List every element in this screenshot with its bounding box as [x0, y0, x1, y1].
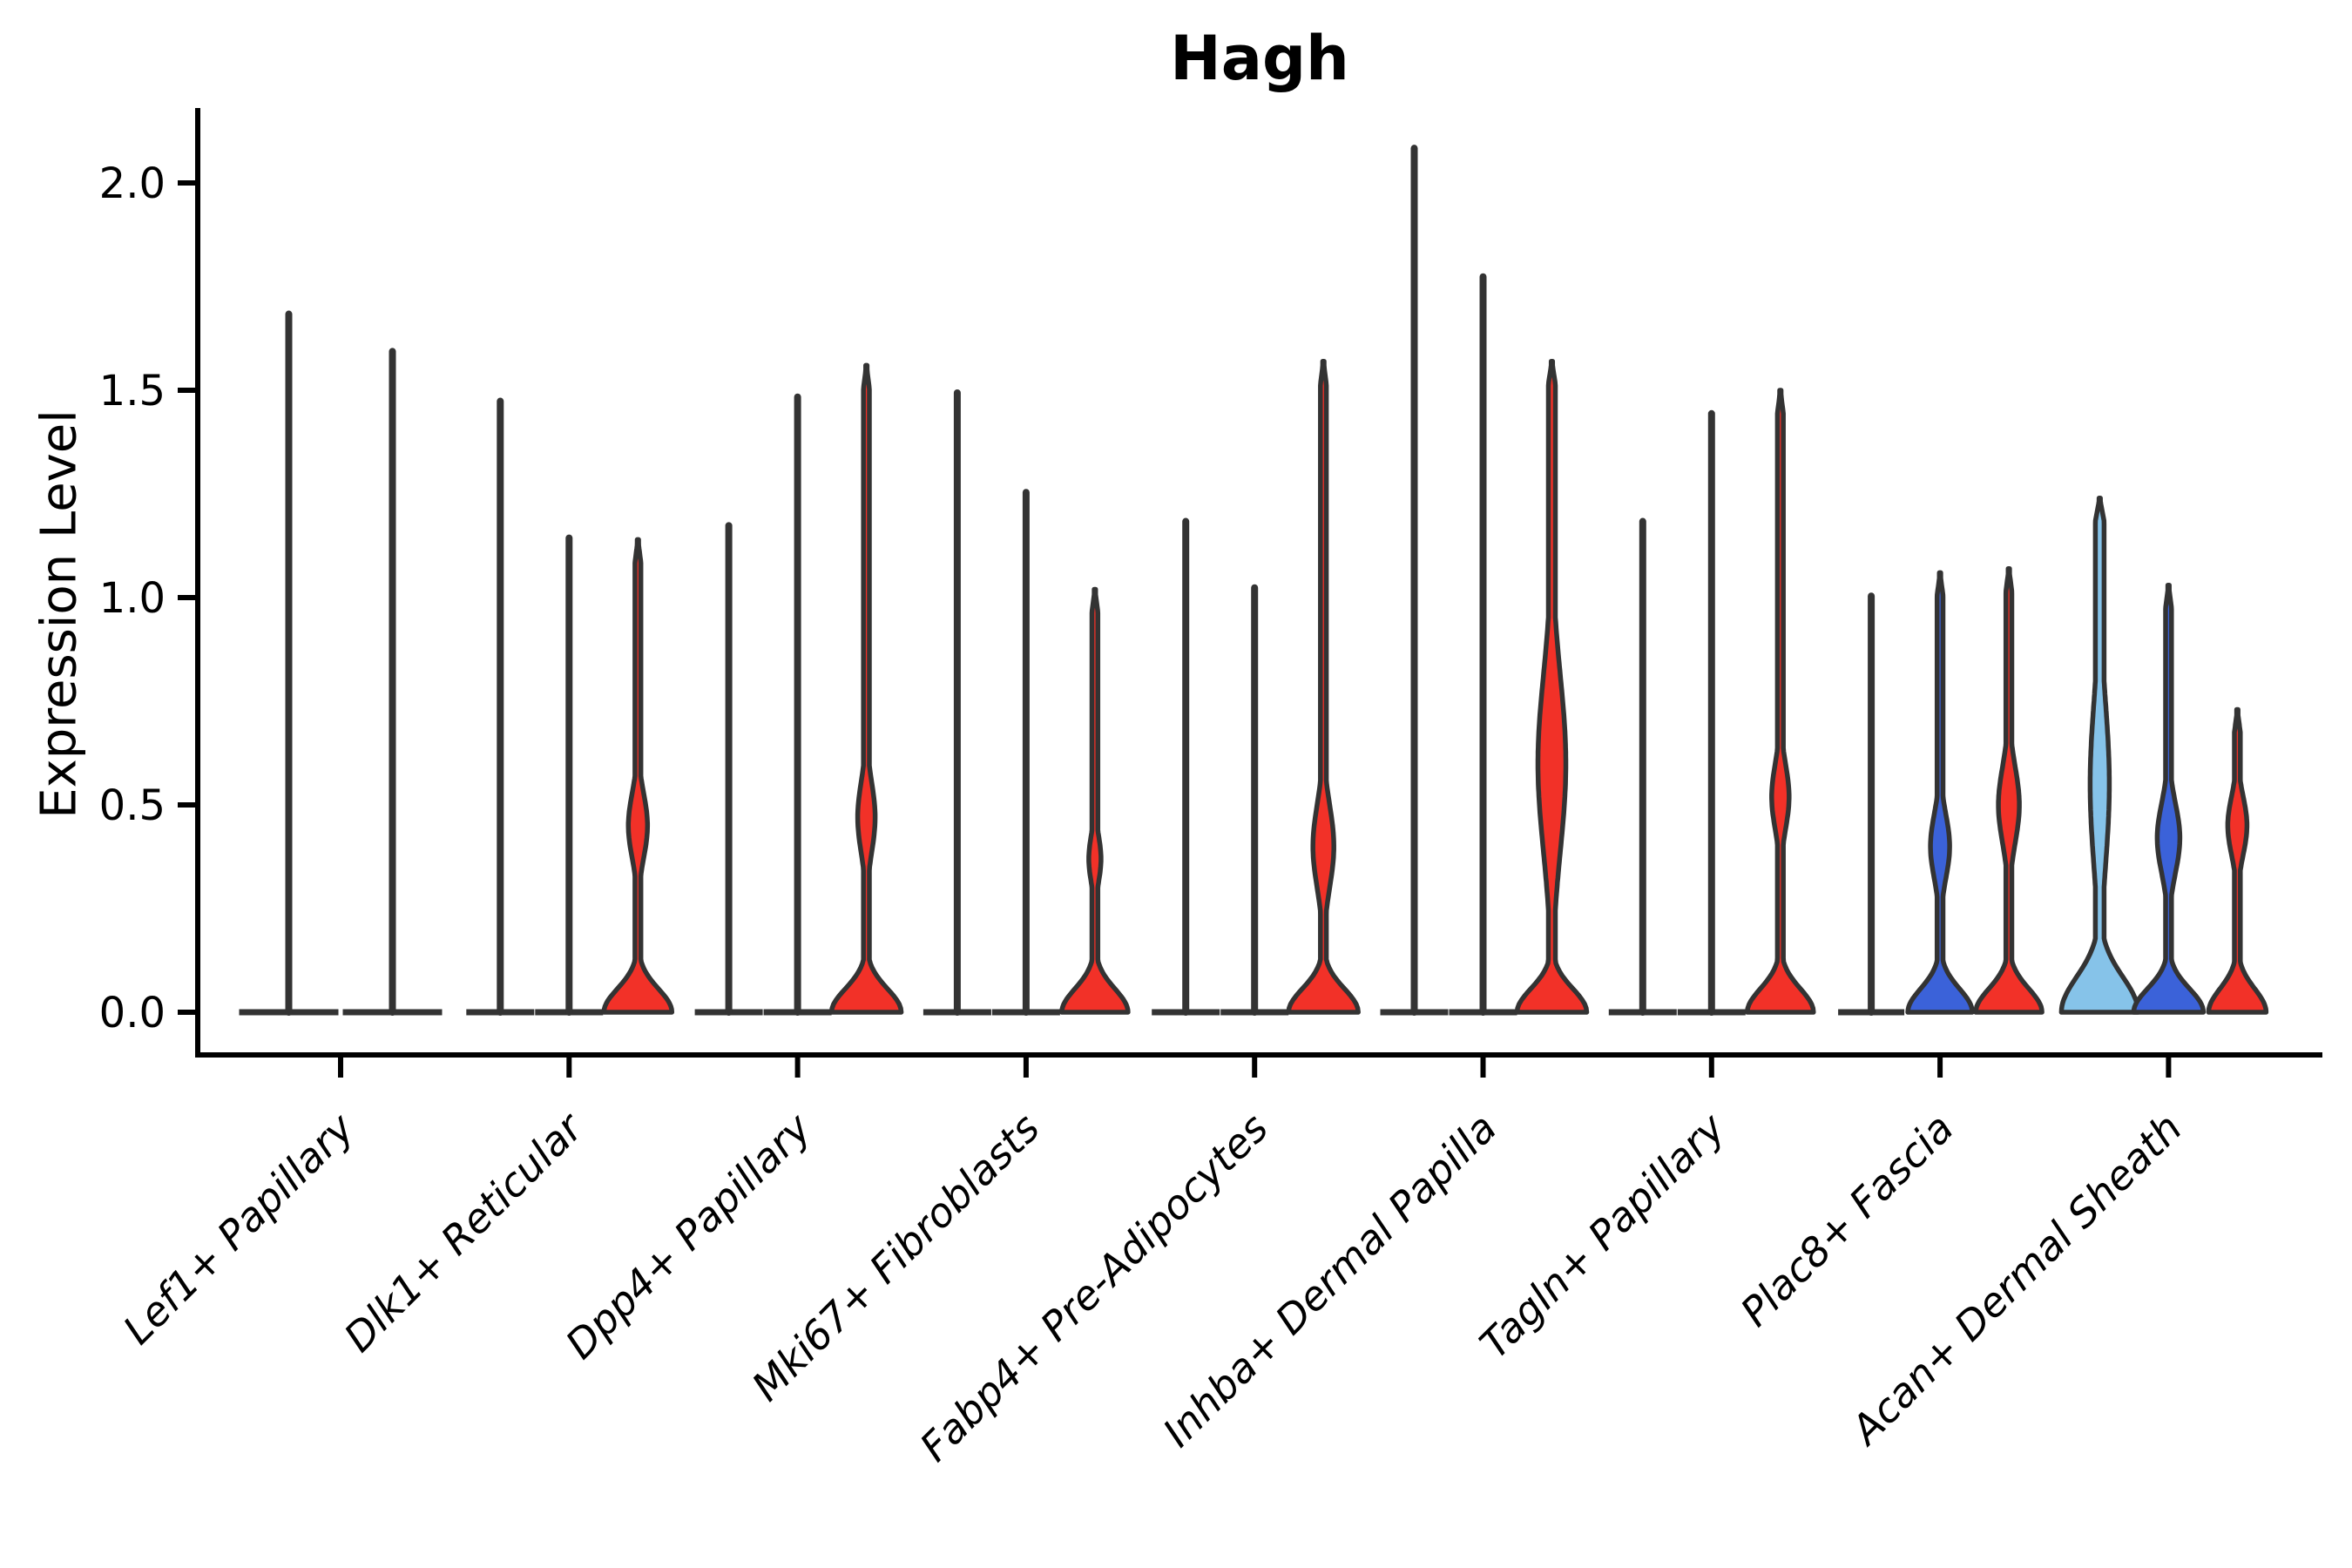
x-tick-label: Dlk1+ Reticular — [335, 1102, 593, 1361]
violin — [2058, 496, 2141, 1015]
violin — [601, 537, 675, 1015]
y-tick-label: 0.0 — [99, 989, 166, 1037]
x-tick-label: Tagln+ Papillary — [1470, 1104, 1734, 1368]
y-axis-label: Expression Level — [30, 409, 88, 819]
violin — [1059, 586, 1131, 1015]
violin — [1973, 565, 2044, 1015]
y-tick-label: 2.0 — [99, 159, 166, 208]
violin — [2131, 582, 2207, 1015]
violin — [1745, 388, 1816, 1015]
x-tick-label: Lef1+ Papillary — [114, 1104, 363, 1353]
y-tick-label: 0.5 — [99, 781, 166, 830]
chart-title: Hagh — [1170, 23, 1349, 94]
x-tick-label: Plac8+ Fascia — [1731, 1105, 1962, 1335]
violin — [1514, 358, 1590, 1015]
violin — [1286, 358, 1361, 1015]
violin — [2206, 706, 2269, 1015]
x-tick-label: Dpp4+ Papillary — [557, 1104, 821, 1368]
y-tick-label: 1.5 — [99, 367, 166, 416]
y-tick-label: 1.0 — [99, 574, 166, 623]
violin — [1905, 570, 1975, 1015]
violin — [828, 362, 904, 1015]
